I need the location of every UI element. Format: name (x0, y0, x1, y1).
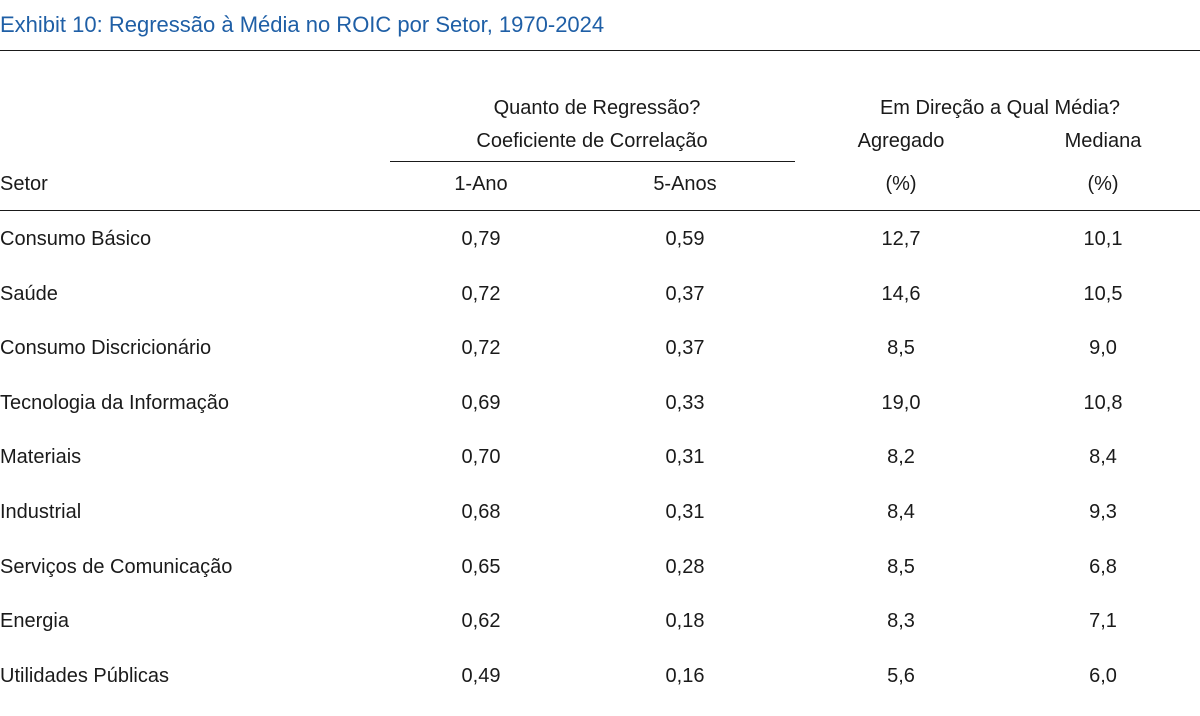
cell-agregado: 8,2 (887, 446, 915, 468)
cell-1ano: 0,49 (461, 665, 501, 687)
cell-1ano: 0,70 (461, 446, 501, 468)
cell-agregado: 14,6 (881, 283, 921, 305)
exhibit-title: Exhibit 10: Regressão à Média no ROIC po… (0, 12, 605, 37)
header-rule (0, 210, 1200, 211)
cell-mediana: 7,1 (1089, 610, 1117, 632)
col-header-setor: Setor (0, 173, 48, 195)
cell-mediana: 9,3 (1089, 501, 1117, 523)
cell-5anos: 0,28 (665, 556, 705, 578)
cell-mediana: 6,8 (1089, 556, 1117, 578)
cell-5anos: 0,37 (665, 283, 705, 305)
cell-5anos: 0,31 (665, 501, 705, 523)
group-underline (390, 161, 795, 162)
cell-1ano: 0,68 (461, 501, 501, 523)
cell-setor: Energia (0, 610, 69, 632)
col-header-5anos: 5-Anos (653, 173, 717, 195)
cell-setor: Saúde (0, 283, 58, 305)
cell-setor: Consumo Discricionário (0, 337, 212, 359)
cell-mediana: 9,0 (1089, 337, 1117, 359)
cell-setor: Consumo Básico (0, 228, 152, 250)
cell-mediana: 8,4 (1089, 446, 1117, 468)
cell-mediana: 6,0 (1089, 665, 1117, 687)
cell-5anos: 0,31 (665, 446, 705, 468)
cell-setor: Materiais (0, 446, 82, 468)
col-header-mediana-unit: (%) (1087, 173, 1119, 195)
cell-5anos: 0,59 (665, 228, 705, 250)
cell-1ano: 0,62 (461, 610, 501, 632)
cell-agregado: 8,4 (887, 501, 915, 523)
cell-setor: Utilidades Públicas (0, 665, 169, 687)
cell-5anos: 0,33 (665, 392, 705, 414)
col-header-agregado-unit: (%) (885, 173, 917, 195)
col-header-mediana: Mediana (1064, 130, 1142, 152)
cell-agregado: 19,0 (881, 392, 921, 414)
group-header-mean: Em Direção a Qual Média? (879, 97, 1121, 119)
cell-5anos: 0,16 (665, 665, 705, 687)
cell-agregado: 12,7 (881, 228, 921, 250)
cell-mediana: 10,5 (1083, 283, 1123, 305)
cell-agregado: 8,5 (887, 337, 915, 359)
top-rule (0, 50, 1200, 51)
cell-1ano: 0,72 (461, 283, 501, 305)
cell-setor: Serviços de Comunicação (0, 556, 233, 578)
cell-5anos: 0,37 (665, 337, 705, 359)
cell-agregado: 8,5 (887, 556, 915, 578)
cell-1ano: 0,72 (461, 337, 501, 359)
cell-5anos: 0,18 (665, 610, 705, 632)
cell-agregado: 5,6 (887, 665, 915, 687)
cell-1ano: 0,65 (461, 556, 501, 578)
cell-1ano: 0,79 (461, 228, 501, 250)
cell-mediana: 10,1 (1083, 228, 1123, 250)
group-header-regression: Quanto de Regressão? (493, 97, 701, 119)
col-header-1ano: 1-Ano (454, 173, 508, 195)
cell-agregado: 8,3 (887, 610, 915, 632)
cell-1ano: 0,69 (461, 392, 501, 414)
col-header-agregado: Agregado (857, 130, 945, 152)
cell-mediana: 10,8 (1083, 392, 1123, 414)
cell-setor: Tecnologia da Informação (0, 392, 230, 414)
cell-setor: Industrial (0, 501, 82, 523)
group-header-correlation: Coeficiente de Correlação (476, 130, 708, 152)
